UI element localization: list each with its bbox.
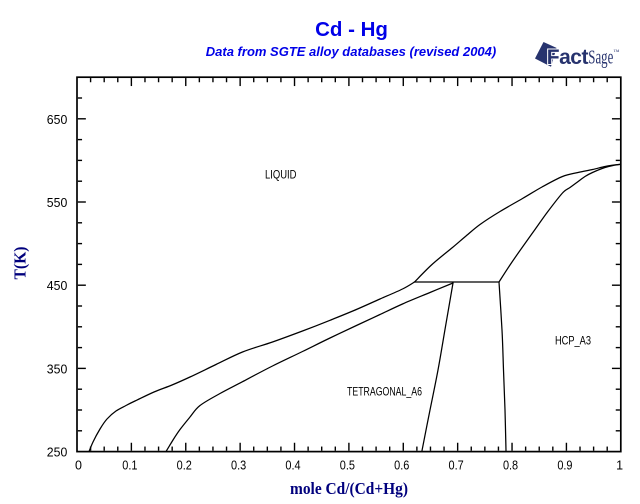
svg-text:HCP_A3: HCP_A3 <box>555 334 591 348</box>
svg-text:350: 350 <box>47 361 68 376</box>
svg-text:0.5: 0.5 <box>340 459 355 473</box>
svg-text:Fact: Fact <box>547 46 589 69</box>
svg-text:0.1: 0.1 <box>122 459 137 473</box>
svg-text:0.9: 0.9 <box>557 459 572 473</box>
svg-text:650: 650 <box>47 112 68 127</box>
svg-text:™: ™ <box>614 49 620 55</box>
svg-text:LIQUID: LIQUID <box>265 168 297 182</box>
svg-text:0.7: 0.7 <box>449 459 464 473</box>
svg-text:TETRAGONAL_A6: TETRAGONAL_A6 <box>347 385 422 399</box>
svg-text:mole Cd/(Cd+Hg): mole Cd/(Cd+Hg) <box>290 479 408 498</box>
svg-text:550: 550 <box>47 195 68 210</box>
svg-text:0.3: 0.3 <box>231 459 246 473</box>
svg-text:Sage: Sage <box>588 47 613 68</box>
svg-text:0.8: 0.8 <box>503 459 518 473</box>
svg-text:0.4: 0.4 <box>285 459 300 473</box>
svg-text:0.2: 0.2 <box>177 459 192 473</box>
svg-text:T(K): T(K) <box>11 247 30 280</box>
svg-text:250: 250 <box>47 445 68 460</box>
svg-text:450: 450 <box>47 278 68 293</box>
svg-text:0: 0 <box>75 459 82 473</box>
svg-text:1: 1 <box>616 459 623 473</box>
svg-text:0.6: 0.6 <box>394 459 409 473</box>
